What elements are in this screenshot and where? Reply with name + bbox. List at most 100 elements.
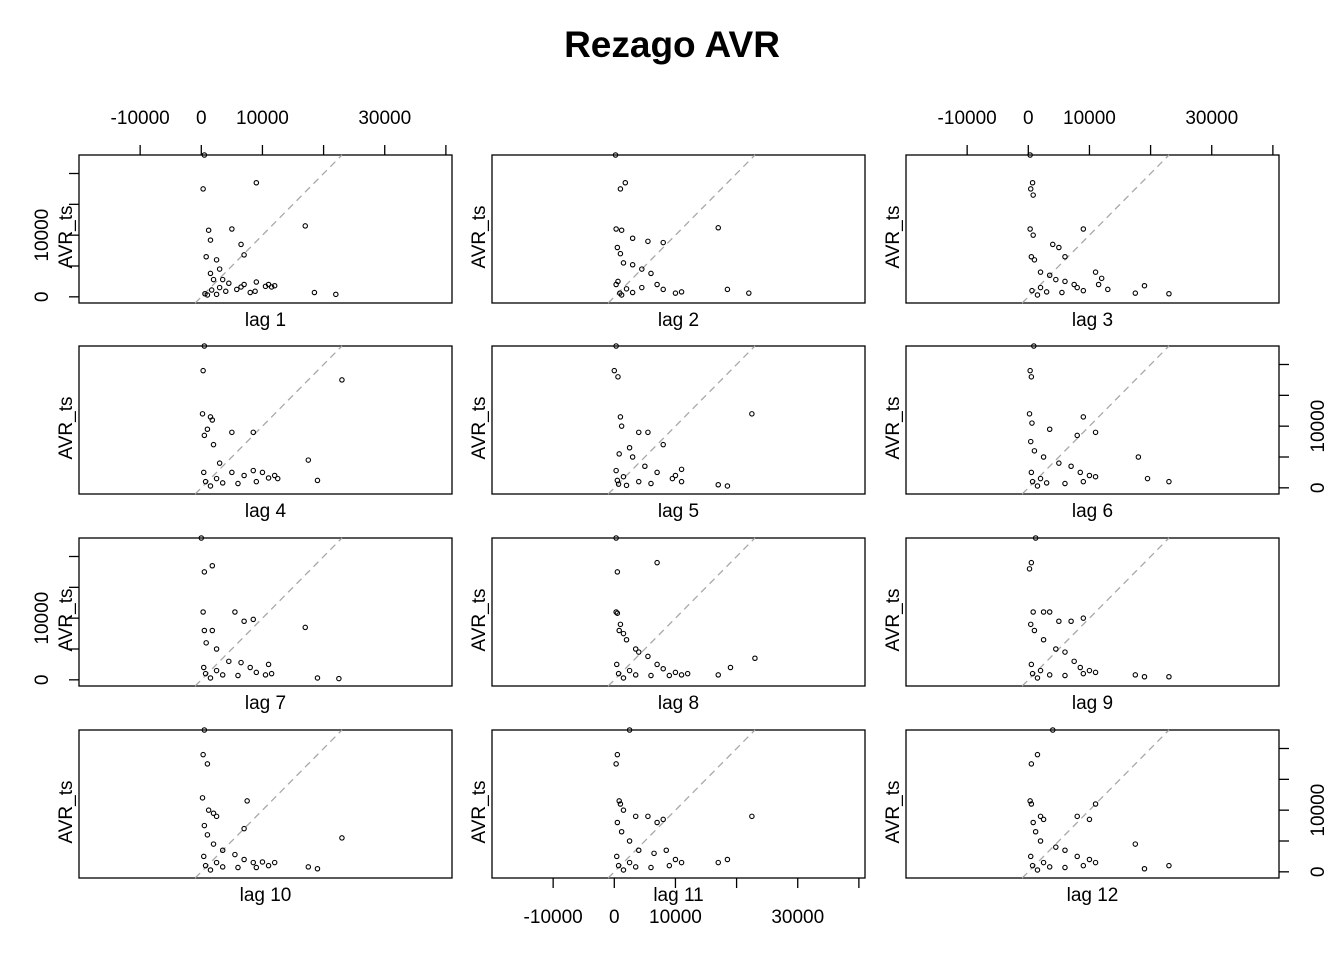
y-tick-label: 0 (1308, 483, 1329, 494)
data-point (223, 288, 229, 295)
x-tick-label: 0 (1023, 108, 1034, 129)
panel-ylabel: AVR_ts (883, 588, 904, 651)
data-point (339, 835, 345, 841)
data-point (219, 276, 226, 283)
data-point (1031, 448, 1038, 454)
lag-panel-2: lag 2 AVR_ts (469, 152, 866, 331)
data-point (207, 237, 214, 243)
panel-ylabel: AVR_ts (56, 588, 77, 651)
x-axis-top: -10000 0 10000 30000 (111, 108, 447, 155)
data-point (1080, 862, 1087, 869)
data-point (616, 798, 622, 804)
data-point (1166, 862, 1172, 869)
y-tick-label: 10000 (32, 209, 53, 262)
data-point (226, 658, 232, 665)
lag-panel-4: lag 4 AVR_ts (56, 343, 453, 522)
data-point (1040, 636, 1047, 643)
lag-panel-10: lag 10 AVR_ts (56, 727, 453, 906)
data-point (1077, 664, 1084, 671)
data-point (241, 856, 247, 863)
y-axis-left: 0 10000 (32, 172, 79, 302)
diagonal-reference-line (194, 537, 343, 687)
data-point (1027, 226, 1033, 232)
panel-frame (78, 729, 453, 879)
data-point (724, 286, 731, 293)
data-point (660, 441, 666, 448)
data-point (613, 226, 619, 232)
data-point (203, 254, 209, 260)
data-point (205, 227, 212, 233)
data-point (1062, 278, 1068, 285)
data-point (715, 225, 721, 231)
data-point (210, 810, 217, 816)
data-point (654, 661, 660, 668)
data-point (204, 426, 211, 432)
data-point (1080, 615, 1087, 621)
data-point (660, 816, 666, 823)
data-point (1027, 621, 1034, 628)
data-point (614, 610, 621, 616)
data-point (615, 670, 622, 677)
data-point (271, 859, 278, 866)
data-point (262, 672, 269, 678)
data-point (617, 186, 624, 192)
data-point (678, 859, 685, 866)
data-point (613, 853, 620, 860)
panel-frame (491, 729, 866, 879)
data-point (1166, 673, 1172, 680)
data-point (265, 661, 272, 668)
data-point (615, 862, 622, 869)
data-point (1092, 473, 1099, 480)
data-point (216, 460, 223, 466)
data-point (1028, 761, 1035, 767)
data-point (200, 469, 207, 476)
data-point (1032, 828, 1039, 835)
data-point (623, 286, 630, 292)
data-point (648, 270, 654, 277)
data-point (654, 559, 660, 566)
data-point (259, 469, 266, 476)
panel-ylabel: AVR_ts (883, 396, 904, 459)
data-point (314, 865, 321, 872)
data-point (1032, 535, 1039, 541)
data-point (1166, 290, 1172, 297)
data-point (250, 616, 257, 623)
data-point (1034, 867, 1041, 873)
data-point (678, 672, 685, 678)
panel-xlabel: lag 10 (240, 885, 292, 906)
data-point (672, 290, 679, 296)
data-point (1028, 559, 1035, 566)
data-point (1034, 292, 1041, 298)
data-point (1029, 862, 1036, 869)
data-point (1026, 566, 1033, 572)
data-point (1046, 864, 1053, 870)
data-point (241, 825, 247, 832)
data-point (1080, 226, 1087, 232)
data-point (235, 672, 241, 679)
data-point (1132, 290, 1139, 296)
data-point (201, 152, 208, 158)
data-point (617, 250, 624, 257)
data-point (202, 862, 209, 869)
data-point (752, 655, 758, 661)
x-tick-label: 10000 (236, 108, 289, 129)
data-point (1068, 618, 1074, 624)
lag-panel-3: lag 3 AVR_ts -10000 0 10000 30000 (883, 108, 1280, 331)
data-point (200, 751, 206, 758)
data-point (265, 475, 272, 481)
panel-frame (905, 729, 1280, 879)
data-point (1046, 426, 1053, 432)
data-point (1074, 813, 1080, 820)
data-point (201, 822, 208, 829)
data-point (200, 609, 206, 615)
lag-panel-5: lag 5 AVR_ts (469, 343, 866, 522)
data-point (201, 343, 208, 349)
data-point (645, 429, 651, 436)
data-point (219, 672, 226, 678)
data-point (209, 627, 216, 634)
data-point (199, 411, 206, 417)
data-point (1062, 480, 1068, 487)
data-point (617, 801, 624, 807)
data-point (274, 475, 281, 482)
data-point (612, 152, 619, 158)
